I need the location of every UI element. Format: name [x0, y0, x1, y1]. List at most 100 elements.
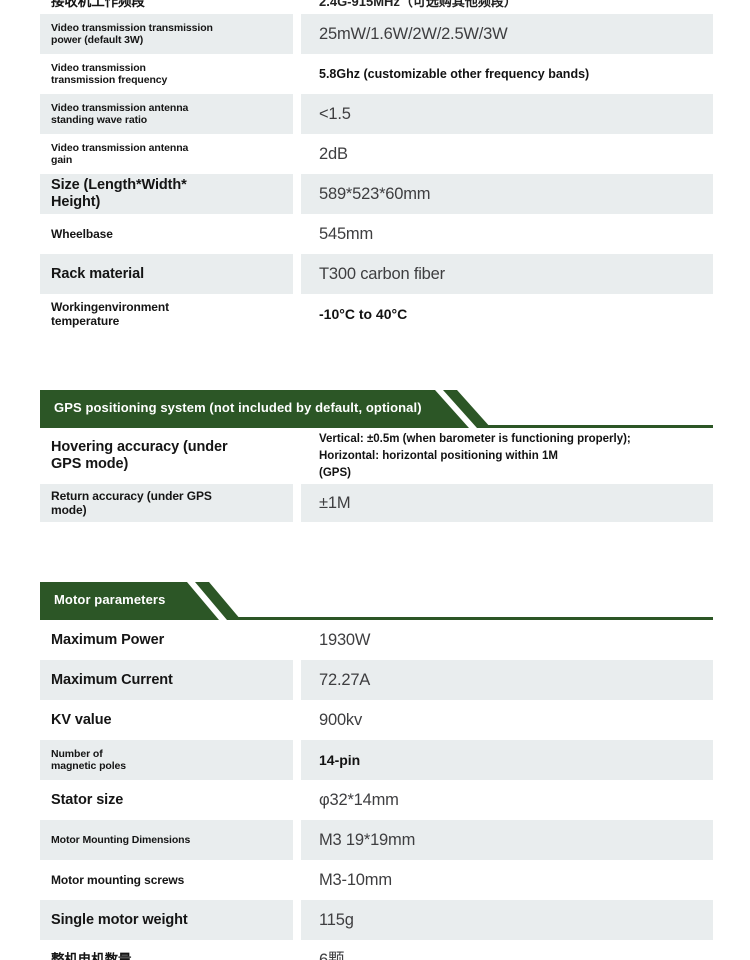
spec-row: Motor mounting screws M3-10mm [40, 860, 713, 900]
motor-table: Maximum Power 1930W Maximum Current 72.2… [40, 620, 713, 960]
spec-value-line: 900kv [319, 710, 363, 729]
spec-label: Single motor weight [40, 900, 293, 940]
spec-row: Video transmission transmission power (d… [40, 14, 713, 54]
spec-value: 900kv [301, 700, 713, 740]
spec-value-line: 25mW/1.6W/2W/2.5W/3W [319, 24, 508, 43]
spec-label-line: 接收机工作频段 [51, 0, 145, 9]
spec-row: Maximum Current 72.27A [40, 660, 713, 700]
spec-value: 115g [301, 900, 713, 940]
spec-value: 2.4G-915MHz（可选购其他频段） [301, 0, 713, 14]
spec-value: -10°C to 40°C [301, 294, 713, 334]
spec-label-line: Video transmission [51, 61, 146, 74]
spec-label: Video transmission transmission frequenc… [40, 54, 293, 94]
spec-label-line: gain [51, 154, 73, 166]
spec-value-line: 1930W [319, 630, 371, 649]
spec-value-line: <1.5 [319, 104, 351, 123]
spec-label: 整机电机数量 [40, 940, 293, 960]
spec-label-line: Height) [51, 194, 101, 210]
spec-value-line: 5.8Ghz (customizable other frequency ban… [319, 66, 590, 81]
spec-label: Hovering accuracy (under GPS mode) [40, 428, 293, 484]
spec-label: Workingenvironment temperature [40, 294, 293, 334]
spec-label: Motor mounting screws [40, 860, 293, 900]
spec-value-line: Horizontal: horizontal positioning withi… [319, 449, 558, 462]
spec-label-line: standing wave ratio [51, 114, 148, 126]
banner-title: Motor parameters [54, 592, 166, 607]
spec-value-line: T300 carbon fiber [319, 264, 445, 283]
spec-value-line: M3 19*19mm [319, 830, 416, 849]
spec-label-line: KV value [51, 711, 112, 728]
spec-value: 589*523*60mm [301, 174, 713, 214]
spec-value: <1.5 [301, 94, 713, 134]
spec-label: Maximum Power [40, 620, 293, 660]
spec-label: 接收机工作频段 [40, 0, 293, 14]
spec-value-line: (GPS) [319, 466, 351, 479]
spec-row: Video transmission transmission frequenc… [40, 54, 713, 94]
spec-value: T300 carbon fiber [301, 254, 713, 294]
spec-label-line: temperature [51, 314, 120, 328]
spec-label-line: Stator size [51, 791, 124, 808]
spec-label: Maximum Current [40, 660, 293, 700]
spec-value-line: 115g [319, 910, 354, 929]
spec-label-line: GPS mode) [51, 456, 129, 472]
spec-value: φ32*14mm [301, 780, 713, 820]
spec-label: Wheelbase [40, 214, 293, 254]
spec-row: Hovering accuracy (under GPS mode) Verti… [40, 428, 713, 484]
spec-label: Motor Mounting Dimensions [40, 820, 293, 860]
spec-row: Maximum Power 1930W [40, 620, 713, 660]
spec-label: Size (Length*Width* Height) [40, 174, 293, 214]
spec-row: Single motor weight 115g [40, 900, 713, 940]
spec-label-line: Motor Mounting Dimensions [51, 833, 191, 846]
clipped-top-row: 接收机工作频段 2.4G-915MHz（可选购其他频段） [40, 0, 713, 14]
spec-row: Wheelbase 545mm [40, 214, 713, 254]
spec-value: Vertical: ±0.5m (when barometer is funct… [301, 428, 713, 484]
spec-label-line: Motor mounting screws [51, 872, 185, 887]
banner-ribbon-graphic [40, 390, 713, 428]
spec-label-line: Workingenvironment [51, 299, 169, 314]
spec-value-line: 6颗 [319, 950, 345, 960]
spec-value-line: 589*523*60mm [319, 184, 431, 203]
motor-section-banner: Motor parameters [40, 582, 713, 620]
banner-title: GPS positioning system (not included by … [54, 400, 422, 415]
spec-label-line: transmission frequency [51, 74, 168, 86]
spec-label: Stator size [40, 780, 293, 820]
spec-label-line: Return accuracy (under GPS [51, 488, 212, 503]
spec-value: 5.8Ghz (customizable other frequency ban… [301, 54, 713, 94]
spec-label-line: Video transmission antenna [51, 141, 189, 154]
spec-row: Motor Mounting Dimensions M3 19*19mm [40, 820, 713, 860]
gps-section-banner: GPS positioning system (not included by … [40, 390, 713, 428]
spec-label-line: Number of [51, 747, 103, 760]
spec-row: Video transmission antenna standing wave… [40, 94, 713, 134]
spec-label-line: Size (Length*Width* [51, 177, 187, 193]
spec-row: Size (Length*Width* Height) 589*523*60mm [40, 174, 713, 214]
spec-label-line: Single motor weight [51, 911, 188, 928]
spec-label: Video transmission antenna standing wave… [40, 94, 293, 134]
spec-label-line: magnetic poles [51, 760, 127, 772]
spec-row: Video transmission antenna gain 2dB [40, 134, 713, 174]
spec-value-line: 545mm [319, 224, 374, 243]
spec-row: Stator size φ32*14mm [40, 780, 713, 820]
spec-value: M3-10mm [301, 860, 713, 900]
spec-label: Return accuracy (under GPS mode) [40, 484, 293, 522]
spec-row: KV value 900kv [40, 700, 713, 740]
spec-table: Video transmission transmission power (d… [40, 14, 713, 334]
spec-value-line: 2.4G-915MHz（可选购其他频段） [319, 0, 517, 9]
spec-value-line: M3-10mm [319, 870, 392, 889]
spec-label: KV value [40, 700, 293, 740]
spec-label: Rack material [40, 254, 293, 294]
spec-label: Video transmission antenna gain [40, 134, 293, 174]
spec-label-line: 整机电机数量 [51, 952, 132, 960]
spec-value: M3 19*19mm [301, 820, 713, 860]
spec-value: ±1M [301, 484, 713, 522]
spec-label-line: Hovering accuracy (under [51, 439, 228, 455]
spec-value: 6颗 [301, 940, 713, 960]
spec-value-line: Vertical: ±0.5m (when barometer is funct… [319, 432, 631, 445]
spec-label-line: Maximum Current [51, 671, 173, 688]
spec-label-line: mode) [51, 503, 87, 517]
spec-label-line: power (default 3W) [51, 34, 144, 46]
spec-value-line: -10°C to 40°C [319, 305, 408, 322]
spec-label: Video transmission transmission power (d… [40, 14, 293, 54]
clipped-bottom-row: 整机电机数量 6颗 [40, 940, 713, 960]
spec-row: Workingenvironment temperature -10°C to … [40, 294, 713, 334]
gps-table: Hovering accuracy (under GPS mode) Verti… [40, 428, 713, 522]
